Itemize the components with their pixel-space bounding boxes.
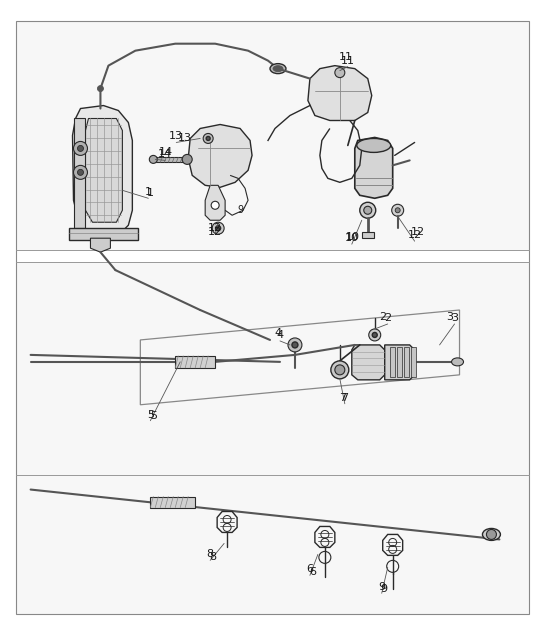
Circle shape: [77, 170, 83, 175]
Circle shape: [392, 204, 404, 216]
Ellipse shape: [357, 138, 391, 153]
Circle shape: [212, 222, 224, 234]
Circle shape: [206, 136, 210, 141]
Text: 8: 8: [210, 553, 217, 563]
Text: 14: 14: [158, 149, 172, 160]
Circle shape: [211, 202, 219, 209]
Ellipse shape: [270, 63, 286, 73]
Circle shape: [360, 202, 376, 219]
Circle shape: [335, 68, 345, 78]
Text: 1: 1: [147, 188, 154, 198]
Circle shape: [149, 155, 158, 163]
Text: 2: 2: [384, 313, 391, 323]
Circle shape: [74, 165, 88, 180]
Circle shape: [369, 329, 381, 341]
Circle shape: [98, 85, 104, 92]
Text: 14: 14: [159, 148, 173, 158]
Text: 5: 5: [147, 409, 154, 420]
Text: 3: 3: [451, 313, 458, 323]
Polygon shape: [150, 497, 195, 507]
Text: 10: 10: [345, 233, 359, 243]
Polygon shape: [352, 345, 385, 380]
Text: 11: 11: [341, 56, 355, 66]
Text: 11: 11: [339, 51, 353, 62]
Bar: [16, 21, 529, 250]
Polygon shape: [86, 119, 123, 222]
Bar: [397, 347, 402, 377]
Text: 12: 12: [208, 223, 222, 233]
Text: 12: 12: [410, 227, 425, 237]
Text: 9: 9: [237, 205, 243, 215]
Polygon shape: [175, 356, 215, 368]
Polygon shape: [188, 124, 252, 187]
Polygon shape: [308, 66, 372, 121]
Text: 7: 7: [341, 392, 348, 403]
Polygon shape: [155, 158, 185, 163]
Circle shape: [288, 338, 302, 352]
Bar: [410, 347, 416, 377]
Polygon shape: [72, 106, 132, 238]
Text: 4: 4: [276, 330, 283, 340]
Circle shape: [364, 206, 372, 214]
Circle shape: [335, 365, 345, 375]
Polygon shape: [355, 138, 393, 198]
Text: 13: 13: [178, 133, 192, 143]
Ellipse shape: [273, 66, 283, 72]
Bar: [390, 347, 395, 377]
Text: 12: 12: [208, 227, 222, 237]
Text: 13: 13: [169, 131, 183, 141]
Circle shape: [395, 208, 400, 213]
Circle shape: [216, 225, 221, 230]
Circle shape: [203, 134, 213, 143]
Ellipse shape: [452, 358, 463, 366]
Bar: [362, 232, 374, 238]
Text: 3: 3: [446, 312, 453, 322]
Polygon shape: [385, 345, 415, 380]
Text: 9: 9: [380, 584, 387, 594]
Circle shape: [182, 154, 192, 165]
Text: 8: 8: [207, 550, 214, 560]
Text: 9: 9: [378, 582, 385, 592]
Bar: [74, 119, 86, 228]
Ellipse shape: [482, 528, 500, 541]
Circle shape: [372, 332, 377, 337]
Text: 6: 6: [310, 567, 317, 577]
Bar: [16, 475, 529, 614]
Circle shape: [331, 361, 349, 379]
Polygon shape: [90, 238, 111, 252]
Circle shape: [292, 342, 298, 348]
Circle shape: [487, 529, 496, 539]
Circle shape: [77, 146, 83, 151]
Text: 5: 5: [150, 411, 157, 421]
Bar: [16, 262, 529, 475]
Polygon shape: [205, 185, 225, 220]
Text: 1: 1: [145, 187, 152, 197]
Text: 2: 2: [379, 312, 386, 322]
Circle shape: [74, 141, 88, 155]
Polygon shape: [69, 228, 138, 240]
Text: 6: 6: [306, 565, 313, 575]
Text: 12: 12: [408, 230, 422, 240]
Text: 10: 10: [346, 232, 360, 242]
Text: 7: 7: [339, 392, 347, 403]
Bar: [404, 347, 409, 377]
Text: 4: 4: [275, 328, 282, 338]
